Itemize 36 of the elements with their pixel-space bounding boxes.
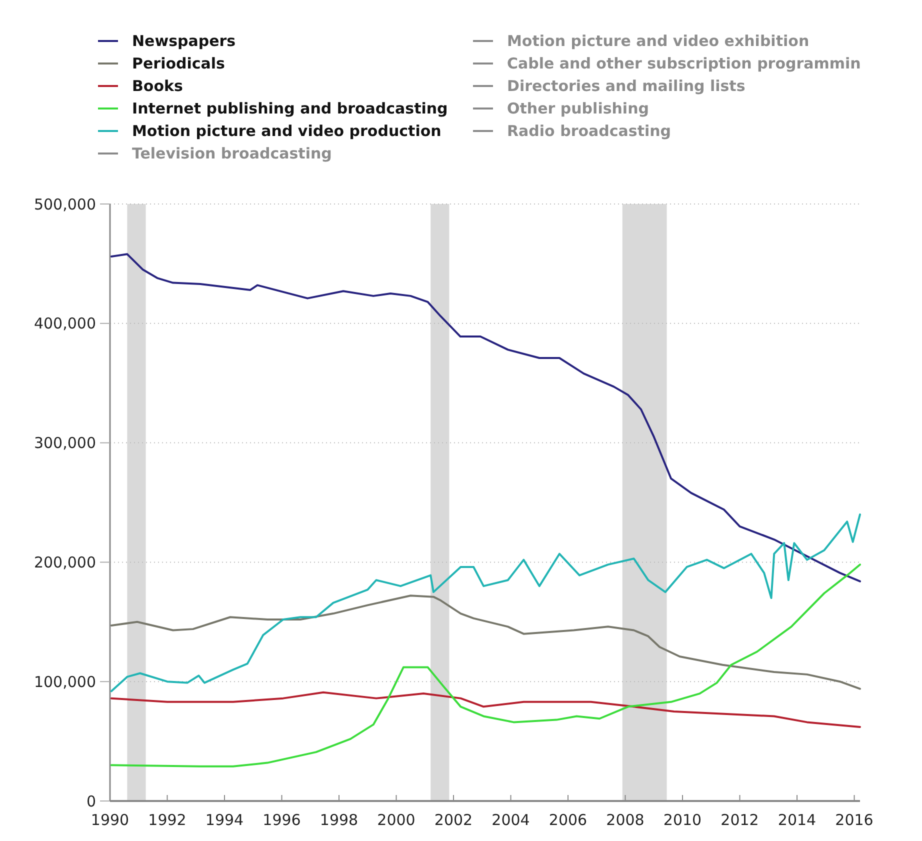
x-tick-label: 2002 <box>434 811 473 829</box>
y-tick-label: 100,000 <box>34 672 96 691</box>
legend-label: Other publishing <box>507 100 649 118</box>
legend-label: Newspapers <box>132 32 236 50</box>
line-series <box>110 594 861 690</box>
legend-label: Books <box>132 77 184 95</box>
x-tick-label: 2000 <box>377 811 416 829</box>
y-tick-label: 0 <box>86 792 96 810</box>
x-tick-label: 2008 <box>606 811 644 829</box>
x-tick-label: 1992 <box>148 811 186 829</box>
legend-label: Motion picture and video exhibition <box>507 32 810 50</box>
x-tick-label: 2012 <box>720 811 759 829</box>
legend-label: Motion picture and video production <box>132 122 442 140</box>
x-tick-label: 1994 <box>205 811 244 829</box>
legend-label: Television broadcasting <box>132 144 332 162</box>
line-series <box>110 253 861 582</box>
y-tick-label: 400,000 <box>34 314 96 333</box>
x-tick-label: 1998 <box>320 811 358 829</box>
legend-label: Radio broadcasting <box>507 122 672 140</box>
legend-label: Periodicals <box>132 54 226 72</box>
x-tick-label: 1990 <box>90 811 130 829</box>
legend-label: Cable and other subscription programmin <box>507 54 861 72</box>
x-tick-label: 2016 <box>835 811 874 829</box>
line-series <box>110 513 861 692</box>
legend-label: Internet publishing and broadcasting <box>132 100 448 118</box>
y-tick-label: 500,000 <box>34 195 96 214</box>
x-tick-label: 1996 <box>262 811 301 829</box>
x-tick-label: 2010 <box>663 811 702 829</box>
line-series <box>110 691 861 728</box>
x-tick-label: 2014 <box>778 811 816 829</box>
y-tick-label: 200,000 <box>34 553 96 572</box>
legend-label: Directories and mailing lists <box>507 77 746 95</box>
line-series <box>110 564 861 768</box>
x-tick-label: 2006 <box>548 811 588 829</box>
y-tick-label: 300,000 <box>34 434 96 452</box>
x-tick-label: 2004 <box>492 811 530 829</box>
